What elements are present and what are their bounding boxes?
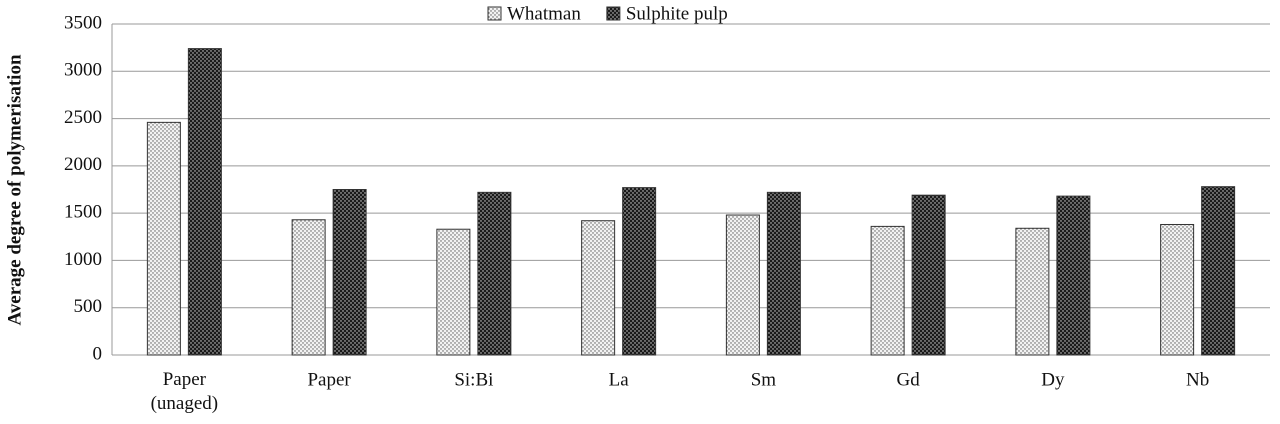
bar	[622, 187, 657, 356]
legend-swatch	[606, 6, 621, 21]
bar	[911, 194, 946, 356]
x-tick-label: Paper (unaged)	[151, 369, 219, 414]
bar	[581, 220, 616, 356]
legend-label: Whatman	[507, 3, 581, 24]
bar	[187, 48, 222, 356]
bar	[766, 191, 801, 356]
x-tick-label: La	[609, 369, 630, 390]
y-axis-label: Average degree of polymerisation	[4, 54, 25, 325]
legend-swatch	[487, 6, 502, 21]
bar	[1015, 227, 1050, 356]
bar	[291, 219, 326, 356]
y-tick-label: 1000	[64, 249, 102, 270]
bar	[477, 191, 512, 356]
bar	[1056, 195, 1091, 356]
x-tick-label: Si:Bi	[454, 369, 493, 390]
y-tick-label: 3500	[64, 12, 102, 33]
y-tick-label: 500	[74, 296, 103, 317]
bar	[436, 228, 471, 356]
y-tick-label: 2500	[64, 107, 102, 128]
bar	[1201, 186, 1236, 356]
bar	[870, 225, 905, 356]
y-tick-label: 0	[93, 343, 103, 364]
bar	[1160, 223, 1195, 356]
x-tick-label: Paper	[307, 369, 351, 390]
x-tick-label: Sm	[751, 369, 777, 390]
y-tick-label: 3000	[64, 60, 102, 81]
y-tick-label: 2000	[64, 154, 102, 175]
bar	[146, 121, 181, 356]
x-tick-label: Gd	[897, 369, 921, 390]
x-tick-label: Dy	[1041, 369, 1065, 390]
legend-label: Sulphite pulp	[626, 3, 728, 24]
y-tick-label: 1500	[64, 202, 102, 223]
x-tick-label: Nb	[1186, 369, 1209, 390]
bar	[332, 189, 367, 356]
bar	[725, 214, 760, 356]
